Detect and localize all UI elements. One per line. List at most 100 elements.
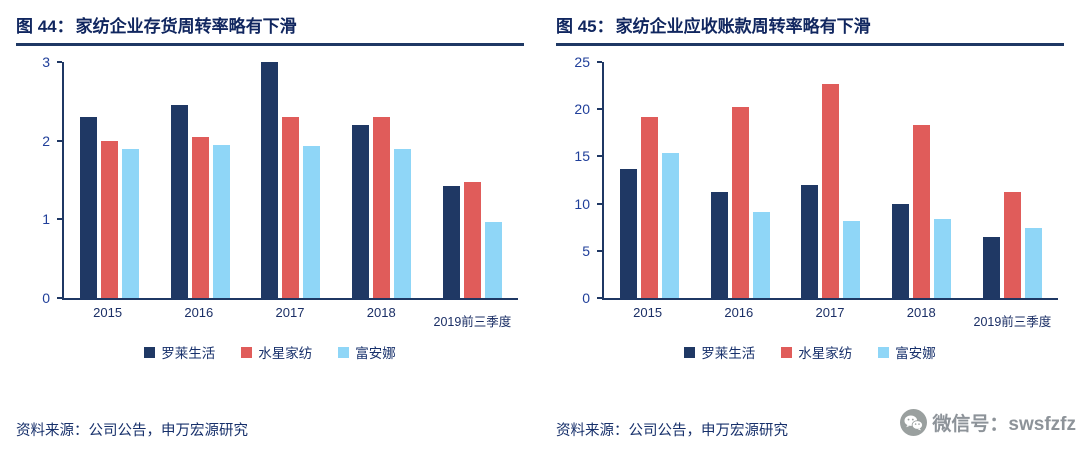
figure-label: 图 45： <box>556 17 614 36</box>
bar-水星家纺 <box>640 116 658 298</box>
y-tick-mark <box>57 61 62 63</box>
legend-label: 罗莱生活 <box>701 346 756 361</box>
y-tick-mark <box>597 155 602 158</box>
bar-group-2017 <box>261 62 321 298</box>
y-tick-mark <box>597 249 602 252</box>
bar-group-2017 <box>801 62 861 298</box>
bar-富安娜 <box>661 152 679 298</box>
x-axis-label: 2016 <box>184 305 214 320</box>
bar-富安娜 <box>303 146 321 298</box>
bar-富安娜 <box>1025 228 1043 298</box>
bar-水星家纺 <box>100 140 118 298</box>
bar-group-2019前三季度 <box>443 62 503 298</box>
wechat-watermark-text: 微信号：swsfzfz <box>932 414 1076 435</box>
y-tick-mark <box>597 297 602 299</box>
bar-水星家纺 <box>464 181 482 298</box>
bar-富安娜 <box>212 144 230 298</box>
legend-label: 水星家纺 <box>798 346 853 361</box>
bar-group-2015 <box>79 62 139 298</box>
y-tick-label: 10 <box>574 195 590 212</box>
x-axis-label: 2018 <box>366 305 396 320</box>
legend-swatch <box>144 346 156 358</box>
bar-group-2018 <box>892 62 952 298</box>
y-tick-label: 20 <box>574 101 590 118</box>
bar-罗莱生活 <box>710 192 728 298</box>
y-tick-mark <box>597 61 602 63</box>
bar-罗莱生活 <box>443 185 461 298</box>
y-tick-label: 0 <box>582 290 590 306</box>
chart-legend: 罗莱生活 水星家纺 富安娜 <box>16 342 524 362</box>
bar-chart-inventory-turnover: 0 1 2 3 2015 2016 2017 2018 2019前三季度 <box>16 54 524 330</box>
bar-罗莱生活 <box>170 105 188 298</box>
legend-item-水星家纺: 水星家纺 <box>781 342 852 362</box>
chart-panel-inventory-turnover: 图 44： 家纺企业存货周转率略有下滑 0 1 2 3 2015 2016 2017 2018… <box>16 12 524 439</box>
legend-swatch <box>781 346 793 358</box>
legend-item-罗莱生活: 罗莱生活 <box>684 342 755 362</box>
y-tick-label: 15 <box>574 148 590 165</box>
y-tick-label: 3 <box>42 54 50 70</box>
bar-group-2018 <box>352 62 412 298</box>
source-note: 资料来源：公司公告，申万宏源研究 <box>16 423 248 439</box>
chart-title: 家纺企业存货周转率略有下滑 <box>75 17 297 36</box>
legend-item-富安娜: 富安娜 <box>878 342 936 362</box>
bar-罗莱生活 <box>352 124 370 298</box>
y-tick-label: 5 <box>582 242 590 259</box>
legend-swatch <box>878 346 890 358</box>
y-tick-label: 0 <box>42 290 50 306</box>
legend-item-富安娜: 富安娜 <box>338 342 396 362</box>
y-axis: 0 5 10 15 20 25 <box>556 55 602 305</box>
x-axis-label: 2015 <box>633 305 663 320</box>
bar-水星家纺 <box>822 83 840 298</box>
bar-group-2019前三季度 <box>983 62 1043 298</box>
chart-legend: 罗莱生活 水星家纺 富安娜 <box>556 342 1064 362</box>
y-tick-mark <box>597 202 602 205</box>
legend-label: 水星家纺 <box>258 346 313 361</box>
bar-富安娜 <box>485 221 503 298</box>
x-axis-label: 2019前三季度 <box>973 315 1052 329</box>
chart-title-row: 图 44： 家纺企业存货周转率略有下滑 <box>16 12 524 37</box>
bar-水星家纺 <box>913 125 931 298</box>
bar-chart-receivables-turnover: 0 5 10 15 20 25 2015 2016 2017 2018 2019前三季度 <box>556 54 1064 330</box>
y-axis: 0 1 2 3 <box>16 55 62 305</box>
legend-item-水星家纺: 水星家纺 <box>241 342 312 362</box>
chart-title: 家纺企业应收账款周转率略有下滑 <box>615 17 871 36</box>
plot-area <box>602 62 1058 300</box>
bar-富安娜 <box>934 218 952 298</box>
legend-label: 富安娜 <box>895 346 936 361</box>
y-tick-label: 1 <box>42 211 50 228</box>
legend-item-罗莱生活: 罗莱生活 <box>144 342 215 362</box>
y-tick-label: 25 <box>574 54 590 70</box>
x-axis-label: 2019前三季度 <box>433 315 512 329</box>
bar-罗莱生活 <box>261 62 279 298</box>
title-underline <box>556 43 1064 46</box>
y-tick-mark <box>597 108 602 111</box>
bar-罗莱生活 <box>892 203 910 298</box>
bar-group-2016 <box>170 62 230 298</box>
bar-罗莱生活 <box>619 168 637 298</box>
plot-area <box>62 62 518 300</box>
x-axis-label: 2018 <box>906 305 936 320</box>
figure-label: 图 44： <box>16 17 74 36</box>
bar-罗莱生活 <box>801 184 819 298</box>
chart-title-row: 图 45： 家纺企业应收账款周转率略有下滑 <box>556 12 1064 37</box>
bar-富安娜 <box>752 212 770 298</box>
bar-罗莱生活 <box>983 236 1001 298</box>
legend-swatch <box>241 346 253 358</box>
y-tick-mark <box>57 297 62 299</box>
wechat-watermark: 微信号：swsfzfz <box>900 409 1076 436</box>
bar-水星家纺 <box>373 117 391 298</box>
y-tick-mark <box>57 218 62 221</box>
chart-panel-receivables-turnover: 图 45： 家纺企业应收账款周转率略有下滑 0 5 10 15 20 25 2015 2016… <box>540 0 1080 458</box>
source-note: 资料来源：公司公告，申万宏源研究 <box>556 423 788 439</box>
legend-label: 富安娜 <box>355 346 396 361</box>
bar-富安娜 <box>394 148 412 298</box>
title-underline <box>16 43 524 46</box>
x-axis: 2015 2016 2017 2018 2019前三季度 <box>602 298 1058 330</box>
bar-富安娜 <box>121 148 139 298</box>
x-axis: 2015 2016 2017 2018 2019前三季度 <box>62 298 518 330</box>
x-axis-label: 2017 <box>815 305 845 320</box>
x-axis-label: 2015 <box>93 305 123 320</box>
bar-罗莱生活 <box>79 117 97 298</box>
bar-水星家纺 <box>1004 192 1022 298</box>
